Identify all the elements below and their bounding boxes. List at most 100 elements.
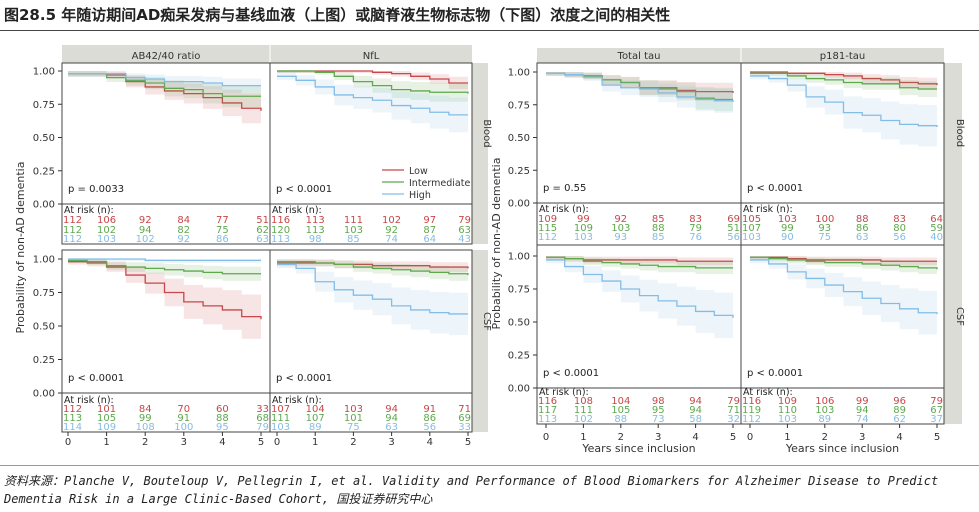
at-risk-count: 94 xyxy=(385,404,398,415)
at-risk-count: 106 xyxy=(815,396,834,407)
km-curve-high xyxy=(68,73,261,87)
km-curve-high xyxy=(546,259,734,319)
at-risk-count: 113 xyxy=(271,234,290,245)
ci-band-intermediate xyxy=(277,71,468,104)
at-risk-count: 94 xyxy=(385,413,398,424)
y-tick-label: 1.00 xyxy=(508,252,530,263)
at-risk-count: 69 xyxy=(458,413,471,424)
ci-band-high xyxy=(750,256,937,337)
at-risk-count: 103 xyxy=(344,225,363,236)
at-risk-count: 93 xyxy=(818,223,831,234)
x-tick-label: 0 xyxy=(747,432,753,443)
at-risk-count: 74 xyxy=(856,414,869,425)
at-risk-count: 94 xyxy=(139,225,152,236)
at-risk-count: 79 xyxy=(727,396,740,407)
ci-band-low xyxy=(277,71,468,90)
at-risk-count: 91 xyxy=(177,413,190,424)
at-risk-count: 109 xyxy=(97,422,116,433)
at-risk-count: 103 xyxy=(742,232,761,243)
at-risk-count: 84 xyxy=(139,404,152,415)
at-risk-count: 92 xyxy=(614,214,627,225)
ci-band-high xyxy=(546,72,733,115)
at-risk-count: 92 xyxy=(177,234,190,245)
at-risk-count: 94 xyxy=(689,405,702,416)
km-curves-figure: AB42/40 ratio NfL Probability of non-AD de… xyxy=(14,45,965,455)
p-value: p < 0.0001 xyxy=(68,373,124,384)
column-strip xyxy=(62,45,472,63)
at-risk-count: 103 xyxy=(611,223,630,234)
at-risk-table xyxy=(61,392,271,433)
at-risk-count: 107 xyxy=(306,413,325,424)
at-risk-count: 71 xyxy=(727,405,740,416)
at-risk-count: 83 xyxy=(689,214,702,225)
plot-panel xyxy=(536,244,742,389)
at-risk-count: 94 xyxy=(856,405,869,416)
at-risk-count: 90 xyxy=(781,232,794,243)
at-risk-count: 111 xyxy=(271,413,290,424)
at-risk-count: 62 xyxy=(256,225,269,236)
at-risk-count: 113 xyxy=(538,414,557,425)
at-risk-label: At risk (n): xyxy=(272,205,322,216)
at-risk-count: 32 xyxy=(727,414,740,425)
at-risk-count: 112 xyxy=(63,234,82,245)
at-risk-count: 84 xyxy=(177,215,190,226)
at-risk-count: 77 xyxy=(216,215,229,226)
at-risk-count: 88 xyxy=(614,414,627,425)
at-risk-count: 114 xyxy=(63,422,82,433)
at-risk-count: 63 xyxy=(458,225,471,236)
at-risk-count: 75 xyxy=(347,422,360,433)
at-risk-count: 107 xyxy=(271,404,290,415)
at-risk-count: 56 xyxy=(893,232,906,243)
row-strip-label: Blood xyxy=(481,119,492,147)
at-risk-count: 86 xyxy=(856,223,869,234)
at-risk-count: 109 xyxy=(574,223,593,234)
y-tick-label: 0.75 xyxy=(508,285,530,296)
legend-label-high: High xyxy=(409,190,431,201)
p-value: p < 0.0001 xyxy=(747,368,803,379)
y-tick-label: 0.50 xyxy=(508,133,530,144)
km-curve-high xyxy=(750,75,938,128)
km-curve-intermediate xyxy=(277,70,469,94)
at-risk-label: At risk (n): xyxy=(64,395,114,406)
at-risk-count: 86 xyxy=(423,413,436,424)
x-tick-label: 0 xyxy=(65,437,71,448)
at-risk-count: 116 xyxy=(742,396,761,407)
at-risk-count: 99 xyxy=(577,214,590,225)
at-risk-count: 104 xyxy=(611,396,630,407)
at-risk-label: At risk (n): xyxy=(539,387,589,398)
y-tick-label: 0.50 xyxy=(508,318,530,329)
x-tick-label: 5 xyxy=(465,437,471,448)
km-curve-high xyxy=(68,258,261,261)
at-risk-count: 62 xyxy=(893,414,906,425)
at-risk-count: 113 xyxy=(306,225,325,236)
at-risk-count: 111 xyxy=(344,215,363,226)
x-tick-label: 0 xyxy=(274,437,280,448)
p-value: p < 0.0001 xyxy=(276,373,332,384)
at-risk-count: 82 xyxy=(177,225,190,236)
column-title: p181-tau xyxy=(820,51,865,62)
y-tick-label: 0.75 xyxy=(33,288,55,299)
y-tick-label: 1.00 xyxy=(33,255,55,266)
at-risk-count: 67 xyxy=(930,405,943,416)
at-risk-count: 96 xyxy=(893,396,906,407)
km-curve-intermediate xyxy=(546,256,733,269)
at-risk-count: 119 xyxy=(742,405,761,416)
x-tick-label: 0 xyxy=(543,432,549,443)
at-risk-count: 37 xyxy=(930,414,943,425)
at-risk-count: 92 xyxy=(139,215,152,226)
x-tick-label: 2 xyxy=(822,432,828,443)
plot-panel xyxy=(269,249,473,394)
at-risk-count: 105 xyxy=(742,214,761,225)
at-risk-table xyxy=(740,387,945,425)
p-value: p < 0.0001 xyxy=(747,183,803,194)
at-risk-count: 33 xyxy=(458,422,471,433)
at-risk-count: 75 xyxy=(818,232,831,243)
column-title: NfL xyxy=(363,51,380,62)
source-note: 资料来源：Planche V, Bouteloup V, Pellegrin I… xyxy=(4,474,939,506)
at-risk-table xyxy=(61,203,271,245)
x-tick-label: 5 xyxy=(258,437,264,448)
at-risk-count: 98 xyxy=(309,234,322,245)
at-risk-count: 43 xyxy=(458,234,471,245)
at-risk-count: 89 xyxy=(818,414,831,425)
at-risk-count: 102 xyxy=(97,225,116,236)
